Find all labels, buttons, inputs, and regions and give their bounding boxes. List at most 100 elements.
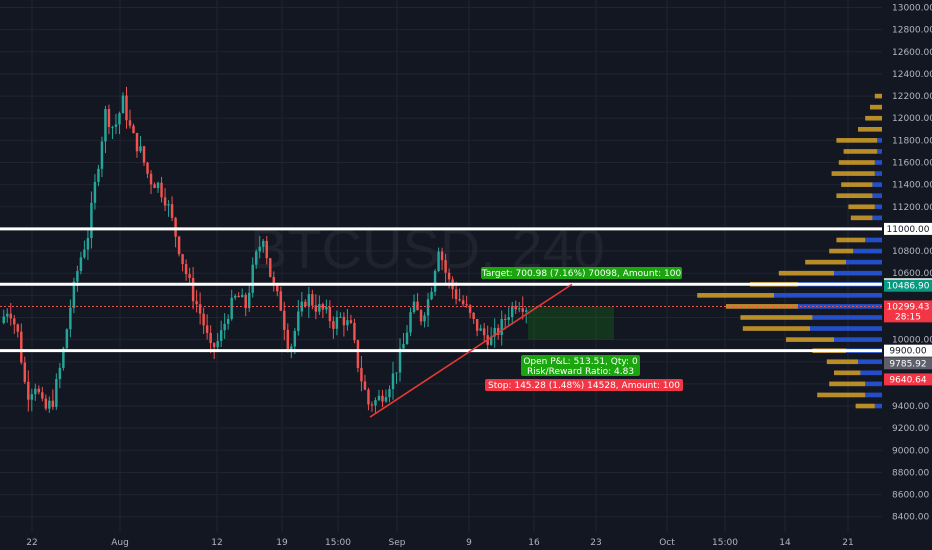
candle-body: [374, 400, 377, 406]
position-labels: Target: 700.98 (7.16%) 70098, Amount: 10…: [481, 267, 683, 391]
volume-bar-up: [874, 171, 882, 176]
price-label-box: [884, 357, 932, 370]
candle-body: [262, 240, 265, 247]
candle-body: [525, 310, 528, 312]
price-tick-label: 12800.00: [892, 26, 932, 36]
candle-body: [51, 400, 55, 408]
candle-body: [23, 362, 27, 382]
candle-body: [16, 324, 20, 332]
target-label-box: [481, 267, 682, 279]
price-axis[interactable]: 13000.00 12800.00 12600.00 12400.00 12200.00…: [882, 0, 932, 550]
candle-body: [514, 306, 517, 310]
candle-body: [156, 182, 160, 189]
position-tool[interactable]: [528, 306, 614, 340]
candle-body: [58, 367, 62, 380]
volume-bar-up: [865, 381, 882, 387]
time-tick-label: 22: [26, 538, 37, 548]
price-label-text: 10486.90: [887, 282, 930, 292]
candle-body: [402, 344, 405, 349]
candle-body: [195, 301, 198, 305]
price-tick-label: 8400.00: [892, 513, 929, 523]
candle-body: [325, 306, 328, 310]
price-label-text: 9640.64: [889, 375, 926, 385]
candle-body: [430, 291, 433, 300]
candle-body: [83, 249, 86, 258]
price-tick-label: 10600.00: [892, 269, 932, 279]
candle-body: [255, 251, 258, 265]
time-tick-label: 12: [211, 538, 222, 548]
volume-bar-down: [786, 337, 834, 342]
price-tick-label: 10000.00: [892, 336, 932, 346]
volume-bar-down: [843, 149, 878, 154]
candle-body: [170, 204, 174, 218]
candle-body: [86, 238, 90, 250]
time-tick-label: Aug: [111, 538, 129, 548]
price-axis-bg: [882, 0, 932, 550]
volume-bar-down: [831, 171, 875, 176]
price-tick-label: 12600.00: [892, 48, 932, 58]
horizontal-levels[interactable]: [0, 227, 882, 353]
volume-bar-down: [841, 182, 873, 187]
price-tick-label: 8600.00: [892, 491, 929, 501]
candle-body: [93, 181, 97, 203]
volume-bar-up: [877, 149, 882, 154]
price-label-box: [884, 222, 932, 235]
candle-body: [409, 312, 412, 333]
volume-bar-down: [742, 326, 810, 331]
candle-body: [79, 257, 83, 272]
price-tick-label: 9200.00: [892, 424, 929, 434]
time-tick-label: 21: [842, 538, 853, 548]
price-tick-label: 11600.00: [892, 159, 932, 169]
candle-body: [328, 306, 332, 322]
volume-bar-down: [870, 104, 882, 110]
candle-body: [433, 270, 437, 292]
volume-bar-up: [872, 182, 882, 187]
candle-body: [395, 372, 398, 374]
candle-body: [314, 305, 318, 312]
candle-body: [391, 373, 395, 390]
candle-body: [384, 397, 388, 402]
candle-body: [356, 340, 360, 368]
pnl-label-text: Open P&L: 513.51, Qty: 0: [523, 357, 638, 367]
volume-bar-up: [812, 315, 882, 320]
candle-body: [479, 328, 482, 331]
candle-body: [279, 291, 283, 311]
candle-body: [142, 146, 146, 163]
candle-body: [426, 299, 430, 316]
position-profit-zone: [528, 306, 614, 340]
candle-body: [219, 330, 223, 341]
candle-body: [97, 168, 100, 182]
candle-body: [521, 308, 524, 312]
candle-body: [104, 109, 107, 142]
candle-body: [307, 294, 311, 307]
price-tick-label: 9400.00: [892, 402, 929, 412]
candle-body: [167, 204, 170, 206]
volume-bar-down: [865, 115, 882, 121]
candle-body: [90, 202, 93, 239]
price-tick-label: 11800.00: [892, 136, 932, 146]
candle-body: [412, 301, 416, 313]
candle-body: [286, 329, 290, 350]
trendline-group[interactable]: [369, 283, 573, 418]
candle-body: [174, 217, 177, 237]
candle-body: [493, 327, 496, 337]
price-label-text: 11000.00: [887, 225, 930, 235]
volume-bar-up: [872, 193, 882, 199]
candle-body: [335, 317, 339, 329]
candle-body: [465, 304, 468, 306]
stop-label-box: [485, 379, 683, 391]
candle-body: [258, 246, 261, 252]
target-label-text: Target: 700.98 (7.16%) 70098, Amount: 10…: [481, 269, 682, 279]
candle-body: [419, 310, 423, 322]
candle-body: [269, 258, 272, 277]
volume-bar-up: [865, 237, 882, 243]
price-label-box: [884, 310, 932, 323]
candle-body: [461, 300, 465, 305]
candle-body: [311, 294, 314, 306]
time-axis[interactable]: 22 Aug 12 19 15:00 Sep 9 16 23 Oct 15:00 14 21: [0, 532, 882, 550]
candle-body: [437, 251, 440, 271]
candle-body: [177, 236, 181, 255]
